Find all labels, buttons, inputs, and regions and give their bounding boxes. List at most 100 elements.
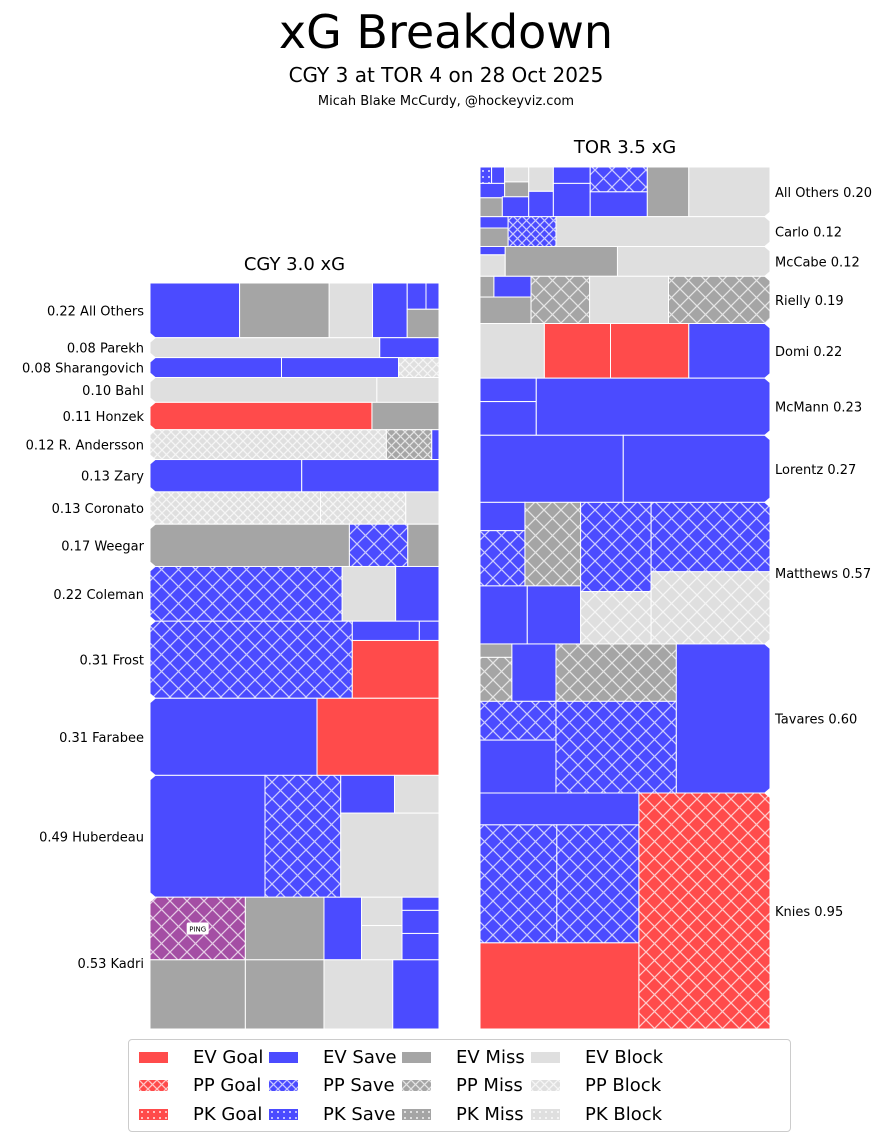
legend-swatch-icon xyxy=(269,1051,298,1063)
player-row-carlo: Carlo 0.12 xyxy=(479,210,842,247)
shot-block-ev-save xyxy=(493,275,532,298)
chart-title: xG Breakdown xyxy=(278,5,614,59)
shot-block-ev-save xyxy=(622,434,771,503)
tor-panel-title: TOR 3.5 xG xyxy=(573,137,677,158)
player-row-matthews: Matthews 0.57 xyxy=(479,496,871,645)
shot-block-pp-block xyxy=(398,357,440,378)
shot-block-ev-block xyxy=(340,812,440,898)
player-label: McMann 0.23 xyxy=(775,401,862,416)
shot-block-ev-save xyxy=(351,620,420,641)
shot-block-pp-save xyxy=(556,824,640,944)
legend-swatch-icon xyxy=(402,1051,431,1063)
player-label: 0.13 Zary xyxy=(81,470,144,485)
shot-block-pp-save xyxy=(479,700,557,741)
shot-block-ev-save xyxy=(479,501,526,532)
penalty-tag-background xyxy=(186,922,209,935)
shot-block-ev-save xyxy=(528,190,554,218)
shot-block-ev-block xyxy=(688,166,771,218)
legend-item-pp-goal: PP Goal xyxy=(139,1073,261,1099)
shot-block-ev-block xyxy=(479,254,506,277)
shot-block-ev-block xyxy=(589,275,669,325)
shot-block-ev-block xyxy=(528,166,554,192)
legend-item-pp-miss: PP Miss xyxy=(402,1073,523,1099)
shot-block-ev-save xyxy=(479,182,506,199)
legend-item-ev-save: EV Save xyxy=(269,1044,397,1070)
shot-block-pp-block xyxy=(580,591,652,645)
shot-block-ev-save xyxy=(280,357,400,378)
player-row-rielly: Rielly 0.19 xyxy=(479,270,844,325)
row-separator-notch xyxy=(764,787,771,800)
shot-block-ev-block xyxy=(479,323,545,379)
row-separator-notch xyxy=(764,429,771,442)
shot-block-ev-miss xyxy=(406,308,440,339)
player-row-coleman: 0.22 Coleman xyxy=(53,560,440,622)
shot-block-ev-save xyxy=(323,896,363,961)
shot-block-ev-save xyxy=(401,932,440,961)
legend-label: EV Block xyxy=(585,1046,664,1068)
shot-block-ev-block xyxy=(616,245,771,277)
shot-block-ev-block xyxy=(361,925,403,961)
row-separator-notch xyxy=(149,891,156,904)
player-label: All Others 0.20 xyxy=(775,186,872,201)
shot-block-ev-save xyxy=(675,643,771,794)
legend-label: EV Goal xyxy=(193,1046,264,1068)
player-label: 0.31 Frost xyxy=(80,654,145,669)
shot-block-ev-save xyxy=(479,377,537,403)
player-label: Carlo 0.12 xyxy=(775,226,842,241)
shot-block-ev-block xyxy=(149,337,381,359)
shot-block-ev-miss xyxy=(244,959,325,1030)
player-label: 0.22 All Others xyxy=(47,304,144,319)
shot-block-ev-save xyxy=(149,459,303,493)
shot-block-ev-goal xyxy=(351,639,440,699)
shot-block-pp-goal xyxy=(638,792,771,1030)
legend-label: PK Goal xyxy=(193,1103,263,1125)
player-label: 0.08 Parekh xyxy=(67,342,144,357)
shot-block-ev-save xyxy=(149,697,318,776)
player-row-kadri: PING 0.53 Kadri xyxy=(77,891,440,1030)
shot-block-ev-block xyxy=(555,216,771,247)
shot-block-pp-save xyxy=(555,700,677,794)
cgy-panel-title: CGY 3.0 xG xyxy=(243,254,346,275)
player-row-all-others: 0.22 All Others xyxy=(47,282,440,339)
shot-block-ev-miss xyxy=(239,282,330,339)
shot-block-ev-miss xyxy=(504,181,530,198)
shot-block-pp-save xyxy=(650,501,771,573)
row-separator-notch xyxy=(764,240,771,253)
player-row-knies: Knies 0.95 xyxy=(479,787,843,1030)
shot-block-pp-save xyxy=(580,501,652,593)
legend-swatch-icon xyxy=(269,1080,298,1091)
shot-block-pp-miss xyxy=(524,501,582,587)
shot-block-ev-save xyxy=(149,357,282,378)
shot-block-ev-save xyxy=(479,739,557,794)
legend-swatch-icon xyxy=(531,1080,560,1091)
shot-block-ev-save xyxy=(479,434,624,503)
shot-block-ev-save xyxy=(479,216,509,229)
legend-label: PP Block xyxy=(585,1075,662,1096)
shot-block-ev-save xyxy=(418,620,440,641)
legend-swatch-icon xyxy=(402,1108,431,1120)
row-separator-notch xyxy=(764,317,771,330)
cgy-treemap: 0.22 All Others 0.08 Parekh 0.08 Sharangov… xyxy=(22,282,440,1030)
player-label: 0.49 Huberdeau xyxy=(39,830,144,845)
player-label: 0.12 R. Andersson xyxy=(26,439,144,454)
shot-block-ev-miss xyxy=(244,896,325,961)
shot-block-ev-miss xyxy=(479,227,509,247)
player-label: 0.08 Sharangovich xyxy=(22,362,144,377)
legend-item-pk-miss: PK Miss xyxy=(402,1101,524,1127)
shot-block-pp-save xyxy=(589,166,648,193)
row-separator-notch xyxy=(149,371,156,384)
legend-item-pp-block: PP Block xyxy=(531,1073,661,1099)
player-label: Tavares 0.60 xyxy=(774,712,857,727)
shot-block-ev-save xyxy=(392,959,440,1030)
shot-block-ev-save xyxy=(688,323,771,379)
player-row-bahl: 0.10 Bahl xyxy=(82,371,440,403)
player-label: Lorentz 0.27 xyxy=(775,463,856,478)
row-separator-notch xyxy=(149,692,156,705)
row-separator-notch xyxy=(764,496,771,509)
shot-block-ev-block xyxy=(504,166,530,183)
shot-block-ev-save xyxy=(372,282,408,339)
player-label: Domi 0.22 xyxy=(775,345,842,360)
shot-block-pp-block xyxy=(650,571,771,645)
shot-block-ev-block xyxy=(149,376,378,403)
